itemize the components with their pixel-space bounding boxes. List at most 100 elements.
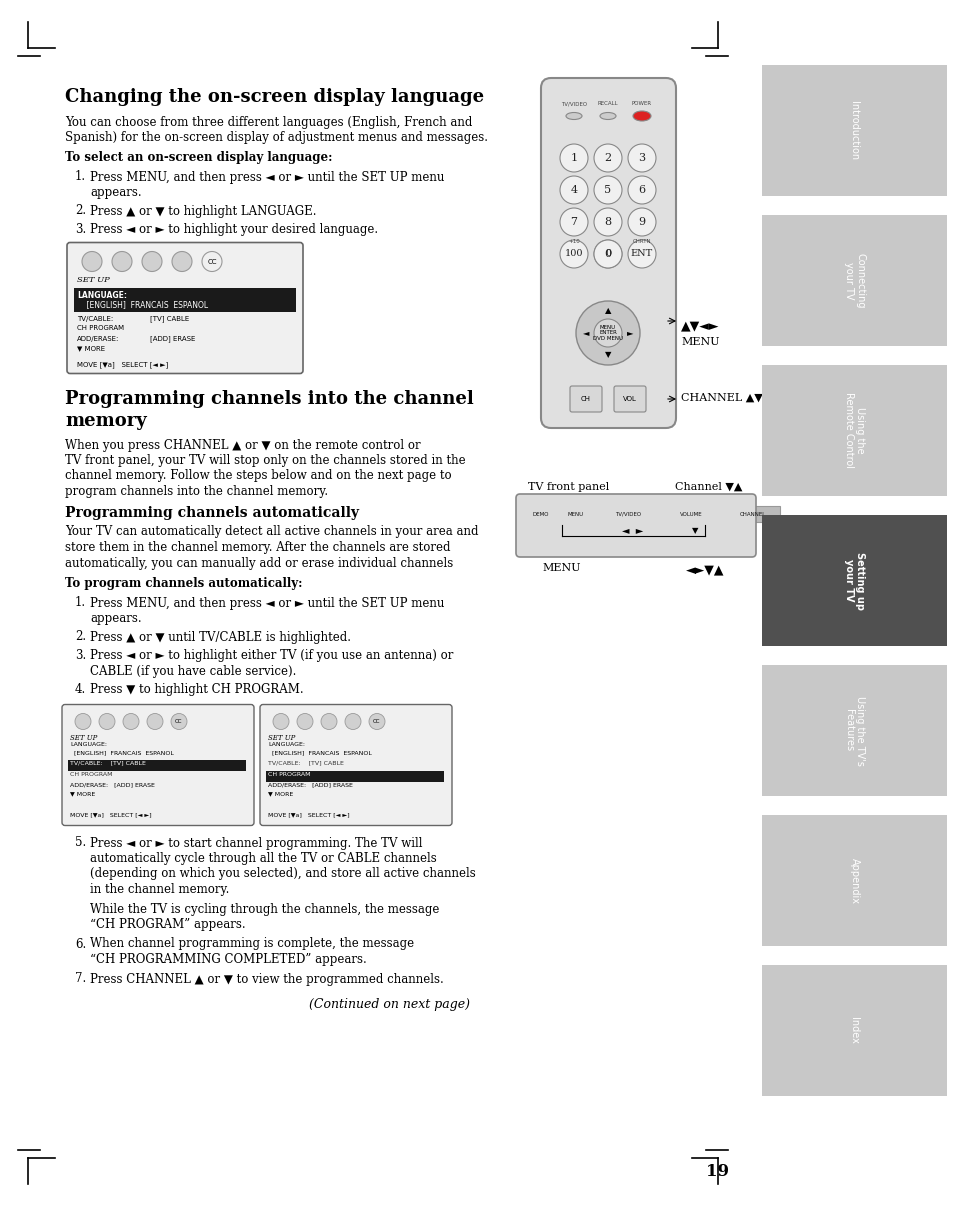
Text: channel memory. Follow the steps below and on the next page to: channel memory. Follow the steps below a… (65, 469, 451, 482)
Text: CH PROGRAM: CH PROGRAM (77, 326, 124, 332)
FancyBboxPatch shape (516, 494, 755, 557)
Text: 6.: 6. (75, 937, 86, 950)
Text: 2.: 2. (75, 631, 86, 644)
Text: SET UP: SET UP (77, 275, 110, 283)
Ellipse shape (633, 111, 650, 121)
Circle shape (594, 176, 621, 204)
Text: TV front panel, your TV will stop only on the channels stored in the: TV front panel, your TV will stop only o… (65, 453, 465, 467)
Text: 0: 0 (604, 248, 611, 259)
Text: LANGUAGE:: LANGUAGE: (77, 292, 127, 300)
Circle shape (594, 240, 621, 268)
Text: store them in the channel memory. After the channels are stored: store them in the channel memory. After … (65, 541, 450, 554)
Circle shape (296, 714, 313, 730)
Text: To select an on-screen display language:: To select an on-screen display language: (65, 151, 333, 164)
Text: 0: 0 (604, 250, 611, 258)
Circle shape (345, 714, 360, 730)
Text: Index: Index (848, 1017, 859, 1044)
Text: 6: 6 (638, 185, 645, 195)
Ellipse shape (599, 112, 616, 119)
Bar (761, 515, 946, 646)
Text: TV/CABLE:: TV/CABLE: (77, 316, 113, 322)
Text: 1.: 1. (75, 597, 86, 609)
Circle shape (142, 252, 162, 271)
Circle shape (123, 714, 139, 730)
Text: MENU: MENU (680, 336, 719, 347)
Text: POWER: POWER (631, 101, 652, 106)
Text: [TV] CABLE: [TV] CABLE (150, 316, 189, 322)
Text: Connecting
your TV: Connecting your TV (842, 253, 864, 309)
Bar (761, 965, 946, 1096)
Text: 7: 7 (570, 217, 577, 227)
Text: ▲▼◄►: ▲▼◄► (680, 320, 719, 332)
Text: ADD/ERASE:   [ADD] ERASE: ADD/ERASE: [ADD] ERASE (268, 783, 353, 788)
Text: program channels into the channel memory.: program channels into the channel memory… (65, 485, 328, 498)
Text: ▼ MORE: ▼ MORE (77, 345, 105, 351)
Circle shape (559, 176, 587, 204)
FancyBboxPatch shape (614, 386, 645, 412)
Text: 2: 2 (604, 153, 611, 163)
Text: VOL: VOL (622, 396, 637, 402)
Text: Press MENU, and then press ◄ or ► until the SET UP menu: Press MENU, and then press ◄ or ► until … (90, 597, 444, 609)
Text: Press CHANNEL ▲ or ▼ to view the programmed channels.: Press CHANNEL ▲ or ▼ to view the program… (90, 972, 443, 985)
FancyBboxPatch shape (540, 78, 676, 428)
Text: ENT: ENT (630, 250, 653, 258)
Circle shape (627, 207, 656, 236)
Text: Introduction: Introduction (848, 101, 859, 160)
Circle shape (594, 320, 621, 347)
Text: CH PROGRAM: CH PROGRAM (268, 772, 310, 777)
Text: automatically cycle through all the TV or CABLE channels: automatically cycle through all the TV o… (90, 851, 436, 865)
Text: +10: +10 (568, 239, 579, 244)
Text: [ENGLISH]  FRANCAIS  ESPANOL: [ENGLISH] FRANCAIS ESPANOL (268, 750, 372, 755)
Text: CC: CC (207, 258, 216, 264)
FancyBboxPatch shape (67, 242, 303, 374)
Text: MENU
ENTER
DVD MENU: MENU ENTER DVD MENU (593, 324, 622, 341)
Text: ▼ MORE: ▼ MORE (268, 791, 293, 796)
Text: 4: 4 (570, 185, 577, 195)
Circle shape (320, 714, 336, 730)
Text: CC: CC (175, 719, 183, 724)
Circle shape (82, 252, 102, 271)
Text: Setting up
your TV: Setting up your TV (842, 551, 864, 609)
Text: CC: CC (373, 719, 380, 724)
Text: (depending on which you selected), and store all active channels: (depending on which you selected), and s… (90, 867, 476, 880)
Bar (68, 760, 246, 771)
Text: Programming channels automatically: Programming channels automatically (65, 505, 358, 520)
Text: ▲: ▲ (604, 306, 611, 316)
Text: [ENGLISH]  FRANCAIS  ESPANOL: [ENGLISH] FRANCAIS ESPANOL (70, 750, 173, 755)
Circle shape (99, 714, 115, 730)
Text: CHANNEL: CHANNEL (739, 511, 765, 516)
Circle shape (594, 144, 621, 172)
Text: ▼: ▼ (604, 351, 611, 359)
Text: While the TV is cycling through the channels, the message: While the TV is cycling through the chan… (90, 902, 439, 915)
Text: TV front panel: TV front panel (527, 482, 609, 492)
Text: ▼ MORE: ▼ MORE (70, 791, 95, 796)
Bar (761, 815, 946, 946)
Text: memory: memory (65, 412, 147, 431)
Text: [ADD] ERASE: [ADD] ERASE (150, 335, 195, 343)
Text: RECALL: RECALL (598, 101, 618, 106)
Text: [ENGLISH]  FRANCAIS  ESPANOL: [ENGLISH] FRANCAIS ESPANOL (77, 300, 208, 310)
Circle shape (559, 144, 587, 172)
FancyBboxPatch shape (260, 704, 452, 825)
Text: Changing the on-screen display language: Changing the on-screen display language (65, 88, 483, 106)
Text: 2.: 2. (75, 205, 86, 217)
Text: ▼: ▼ (691, 527, 698, 535)
Circle shape (112, 252, 132, 271)
Text: (Continued on next page): (Continued on next page) (309, 999, 470, 1011)
Circle shape (147, 714, 163, 730)
Text: TV/VIDEO: TV/VIDEO (560, 101, 586, 106)
Text: “CH PROGRAMMING COMPLETED” appears.: “CH PROGRAMMING COMPLETED” appears. (90, 953, 366, 966)
Circle shape (369, 714, 385, 730)
FancyBboxPatch shape (569, 386, 601, 412)
Text: Press MENU, and then press ◄ or ► until the SET UP menu: Press MENU, and then press ◄ or ► until … (90, 170, 444, 183)
Text: Using the TV's
Features: Using the TV's Features (842, 696, 864, 766)
Circle shape (559, 240, 587, 268)
Text: Press ◄ or ► to highlight either TV (if you use an antenna) or: Press ◄ or ► to highlight either TV (if … (90, 649, 453, 662)
Text: SET UP: SET UP (70, 733, 97, 742)
Text: 1.: 1. (75, 170, 86, 183)
Bar (724, 507, 780, 522)
Circle shape (75, 714, 91, 730)
Text: VOLUME: VOLUME (679, 511, 701, 516)
Text: MENU: MENU (542, 563, 580, 573)
Circle shape (172, 252, 192, 271)
